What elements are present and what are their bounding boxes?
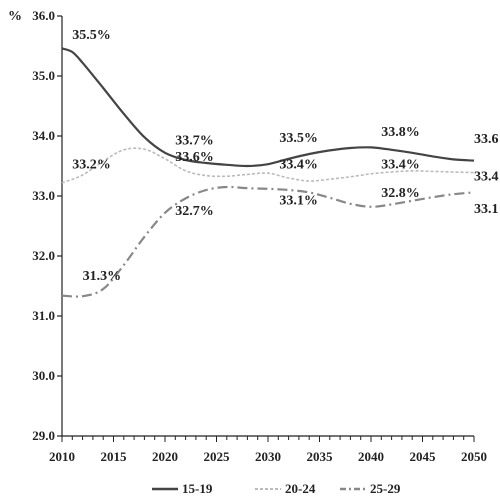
y-tick-label: 35.0 <box>32 68 55 83</box>
x-tick-label: 2050 <box>461 449 487 464</box>
x-tick-label: 2025 <box>204 449 231 464</box>
data-labels: 35.5% 33.7% 33.5% 33.8% 33.6% 33.2% 33.6% 33.4%… <box>72 28 500 284</box>
legend-label-25-29: 25-29 <box>370 481 401 496</box>
series-lines <box>61 47 475 298</box>
data-label: 33.4% <box>474 169 500 184</box>
data-label: 33.2% <box>72 157 111 172</box>
legend: 15-19 20-24 25-29 <box>152 481 401 496</box>
x-tick-label: 2035 <box>307 449 334 464</box>
data-label: 33.8% <box>381 125 420 140</box>
data-label: 31.3% <box>83 269 122 284</box>
data-label: 33.1% <box>279 193 318 208</box>
y-tick-label: 33.0 <box>32 188 55 203</box>
data-label: 33.4% <box>279 157 318 172</box>
data-label: 33.6% <box>474 132 500 147</box>
data-label: 32.7% <box>175 204 214 219</box>
y-tick-label: 30.0 <box>32 368 55 383</box>
y-tick-label: 36.0 <box>32 8 55 23</box>
y-tick-label: 34.0 <box>32 128 55 143</box>
series-line-25-29 <box>61 185 475 298</box>
data-label: 33.4% <box>381 157 420 172</box>
x-tick-label: 2010 <box>49 449 75 464</box>
data-label: 33.5% <box>279 131 318 146</box>
data-label: 33.1% <box>474 202 500 217</box>
data-label: 33.7% <box>175 133 214 148</box>
series-line-20-24 <box>61 147 475 184</box>
y-ticks: 29.0 30.0 31.0 32.0 33.0 34.0 35.0 36.0 <box>32 8 62 443</box>
data-label: 32.8% <box>381 186 420 201</box>
y-unit-label: % <box>8 9 22 24</box>
y-tick-label: 32.0 <box>32 248 55 263</box>
data-label: 35.5% <box>72 28 111 43</box>
x-tick-label: 2015 <box>101 449 128 464</box>
axes <box>61 16 474 437</box>
x-ticks: 2010 2015 2020 2025 2030 2035 2040 2045 2050 <box>49 436 487 464</box>
legend-label-15-19: 15-19 <box>182 481 213 496</box>
x-tick-label: 2030 <box>255 449 281 464</box>
y-tick-label: 29.0 <box>32 428 55 443</box>
x-tick-label: 2020 <box>152 449 178 464</box>
legend-label-20-24: 20-24 <box>285 481 316 496</box>
data-label: 33.6% <box>175 150 214 165</box>
x-tick-label: 2045 <box>410 449 437 464</box>
x-tick-label: 2040 <box>358 449 384 464</box>
y-tick-label: 31.0 <box>32 308 55 323</box>
series-line-15-19 <box>61 47 475 168</box>
